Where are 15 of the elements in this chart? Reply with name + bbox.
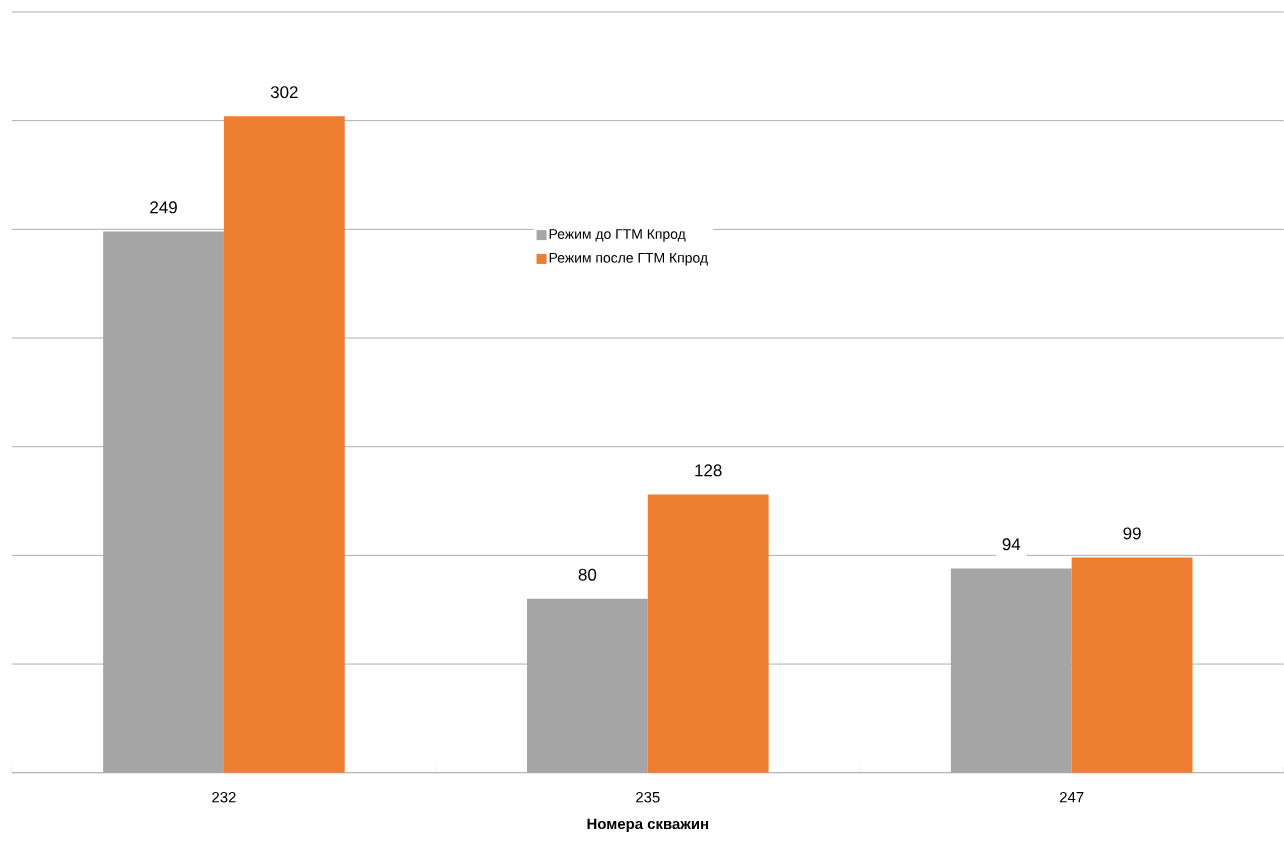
bar (223, 116, 345, 773)
x-tick-label: 247 (1059, 792, 1084, 803)
x-tick-label: 232 (212, 792, 236, 803)
x-tick-label: 235 (636, 792, 660, 803)
bar (1071, 557, 1193, 773)
data-label: 128 (695, 464, 722, 477)
data-label: 80 (578, 568, 597, 581)
data-label: 99 (1123, 527, 1141, 540)
legend-label: Режим после ГТМ Кпрод (549, 253, 708, 266)
legend-label: Режим до ГТМ Кпрод (549, 229, 686, 242)
data-label: 302 (270, 86, 298, 99)
data-label: 94 (1002, 538, 1021, 551)
data-label: 249 (150, 201, 177, 214)
bar (647, 494, 769, 773)
x-axis-title: Номера скважин (587, 818, 709, 833)
